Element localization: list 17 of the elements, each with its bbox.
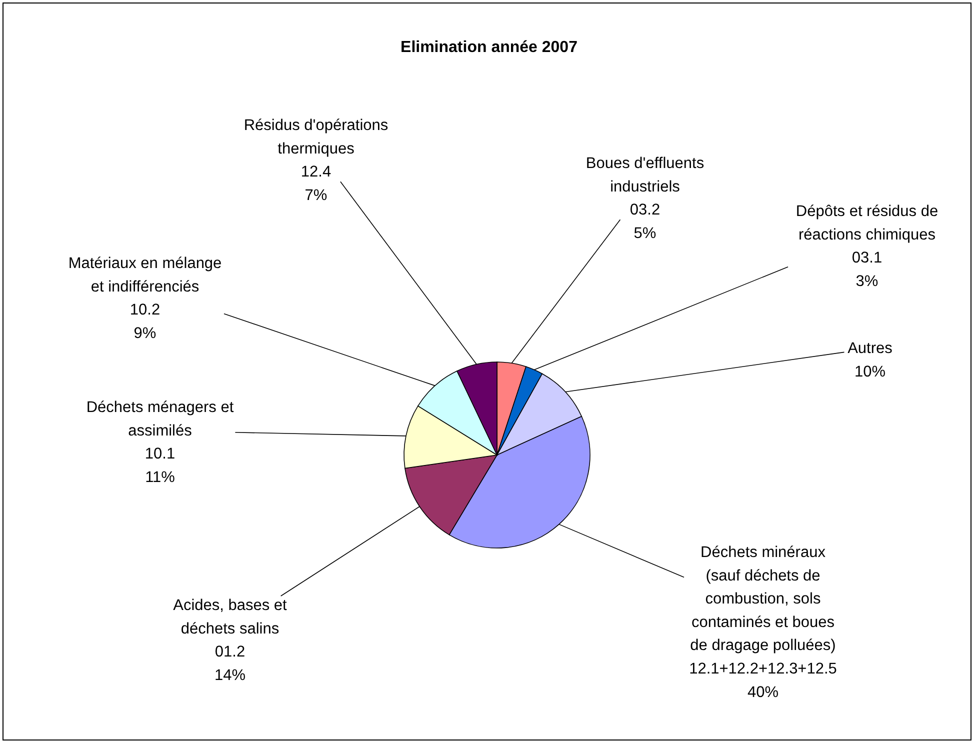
data-label: 10% xyxy=(854,363,886,380)
data-label: 5% xyxy=(634,224,656,242)
slice-label: Dépôts et résidus de réactions chimiques 03.1 xyxy=(796,203,938,267)
slice-label: Autres xyxy=(848,340,893,357)
slice-label: Déchets minéraux (sauf déchets de combustion, sols contaminés et boues de dragage polluées) 12.1+12.2+12.3+12.5 xyxy=(689,544,837,678)
slice-label: Acides, bases et déchets salins 01.2 xyxy=(173,597,288,661)
data-label: 11% xyxy=(145,468,176,486)
chart-title: Elimination année 2007 xyxy=(400,39,578,56)
slice-label: Déchets ménagers et assimilés 10.1 xyxy=(86,399,234,463)
slice-label: Résidus d'opérations thermiques 12.4 xyxy=(244,117,388,181)
data-label: 9% xyxy=(134,324,156,342)
data-label: 7% xyxy=(304,186,328,204)
data-label: 14% xyxy=(214,666,246,684)
data-label: 40% xyxy=(747,684,779,701)
data-label: 3% xyxy=(856,272,878,290)
slice-label: Matériaux en mélange et indifférenciés 10.2 xyxy=(68,255,222,319)
slice-label: Boues d'effluents industriels 03.2 xyxy=(586,155,704,219)
